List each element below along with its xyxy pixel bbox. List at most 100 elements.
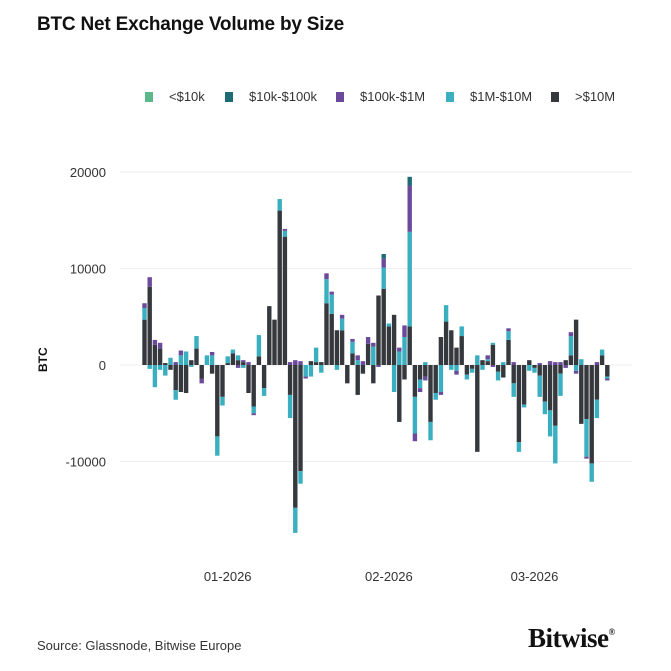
bar-segment[interactable] [246, 365, 251, 393]
bar-segment[interactable] [469, 368, 475, 373]
bar-segment[interactable] [230, 353, 236, 365]
bar-segment[interactable] [594, 362, 600, 365]
bar-segment[interactable] [454, 365, 459, 371]
bar-segment[interactable] [339, 330, 345, 365]
bar-segment[interactable] [568, 336, 574, 356]
bar-segment[interactable] [605, 378, 610, 381]
bar-segment[interactable] [553, 362, 558, 365]
bar-segment[interactable] [480, 360, 485, 365]
bar-segment[interactable] [194, 336, 199, 349]
bar-segment[interactable] [298, 471, 303, 484]
bar-segment[interactable] [454, 370, 459, 375]
bar-segment[interactable] [485, 361, 490, 365]
bar-segment[interactable] [334, 365, 340, 370]
bar-segment[interactable] [402, 365, 407, 380]
bar-segment[interactable] [324, 273, 329, 280]
bar-segment[interactable] [397, 351, 402, 365]
bar-segment[interactable] [183, 365, 189, 393]
bar-segment[interactable] [568, 355, 574, 365]
bar-segment[interactable] [241, 365, 246, 368]
bar-segment[interactable] [189, 360, 194, 365]
bar-segment[interactable] [339, 318, 345, 331]
bar-segment[interactable] [261, 365, 267, 389]
bar-segment[interactable] [397, 365, 402, 422]
bar-segment[interactable] [381, 254, 386, 259]
bar-segment[interactable] [329, 291, 334, 295]
bar-segment[interactable] [287, 365, 293, 395]
bar-segment[interactable] [433, 365, 438, 393]
bar-segment[interactable] [173, 362, 178, 365]
bar-segment[interactable] [547, 365, 553, 411]
bar-segment[interactable] [376, 295, 381, 365]
bar-segment[interactable] [407, 231, 412, 327]
bar-segment[interactable] [152, 339, 158, 345]
bar-segment[interactable] [147, 286, 152, 365]
bar-segment[interactable] [459, 326, 464, 337]
bar-segment[interactable] [235, 365, 241, 368]
bar-segment[interactable] [490, 344, 496, 365]
bar-segment[interactable] [599, 349, 605, 356]
bar-segment[interactable] [324, 303, 329, 365]
bar-segment[interactable] [521, 404, 527, 408]
bar-segment[interactable] [287, 394, 293, 419]
bar-segment[interactable] [423, 376, 428, 381]
bar-segment[interactable] [209, 365, 215, 374]
bar-segment[interactable] [189, 365, 194, 367]
bar-segment[interactable] [464, 365, 470, 375]
bar-segment[interactable] [553, 365, 558, 426]
bar-segment[interactable] [183, 351, 189, 365]
bar-segment[interactable] [230, 349, 236, 354]
bar-segment[interactable] [485, 355, 490, 360]
bar-segment[interactable] [542, 365, 548, 402]
bar-segment[interactable] [417, 388, 423, 393]
bar-segment[interactable] [256, 356, 262, 365]
bar-segment[interactable] [376, 365, 381, 367]
bar-segment[interactable] [365, 337, 371, 344]
bar-segment[interactable] [381, 267, 386, 289]
legend-item-lt10k[interactable]: <$10k [145, 89, 205, 104]
bar-segment[interactable] [298, 361, 303, 365]
legend-item-10k-100k[interactable]: $10k-$100k [225, 89, 317, 104]
bar-segment[interactable] [589, 365, 594, 464]
bar-segment[interactable] [215, 436, 220, 456]
bar-segment[interactable] [537, 375, 542, 397]
bar-segment[interactable] [417, 365, 423, 380]
bar-segment[interactable] [152, 344, 158, 365]
bar-segment[interactable] [173, 365, 178, 391]
bar-segment[interactable] [256, 335, 262, 357]
bar-segment[interactable] [199, 378, 204, 384]
bar-segment[interactable] [464, 374, 470, 380]
bar-segment[interactable] [573, 319, 579, 365]
bar-segment[interactable] [501, 365, 506, 378]
bar-segment[interactable] [308, 365, 314, 377]
bar-segment[interactable] [485, 359, 490, 362]
bar-segment[interactable] [282, 228, 288, 231]
bar-segment[interactable] [173, 390, 178, 400]
bar-segment[interactable] [605, 365, 610, 377]
bar-segment[interactable] [605, 376, 610, 379]
bar-segment[interactable] [147, 277, 152, 287]
bar-segment[interactable] [397, 347, 402, 352]
bar-segment[interactable] [329, 313, 334, 365]
bar-segment[interactable] [152, 365, 158, 388]
bar-segment[interactable] [511, 365, 516, 384]
bar-segment[interactable] [438, 337, 444, 365]
bar-segment[interactable] [412, 396, 418, 434]
bar-segment[interactable] [558, 373, 563, 396]
bar-segment[interactable] [573, 370, 579, 374]
bar-segment[interactable] [168, 357, 173, 365]
bar-segment[interactable] [142, 319, 147, 365]
bar-segment[interactable] [350, 353, 355, 365]
bar-segment[interactable] [563, 365, 568, 368]
bar-segment[interactable] [423, 362, 428, 365]
bar-segment[interactable] [495, 365, 501, 372]
bar-segment[interactable] [527, 360, 532, 365]
bar-segment[interactable] [412, 433, 418, 442]
bar-segment[interactable] [579, 359, 584, 365]
bar-segment[interactable] [350, 338, 355, 342]
bar-segment[interactable] [261, 388, 267, 396]
bar-segment[interactable] [506, 328, 511, 332]
bar-segment[interactable] [459, 336, 464, 365]
bar-segment[interactable] [178, 365, 184, 393]
bar-segment[interactable] [589, 463, 594, 482]
